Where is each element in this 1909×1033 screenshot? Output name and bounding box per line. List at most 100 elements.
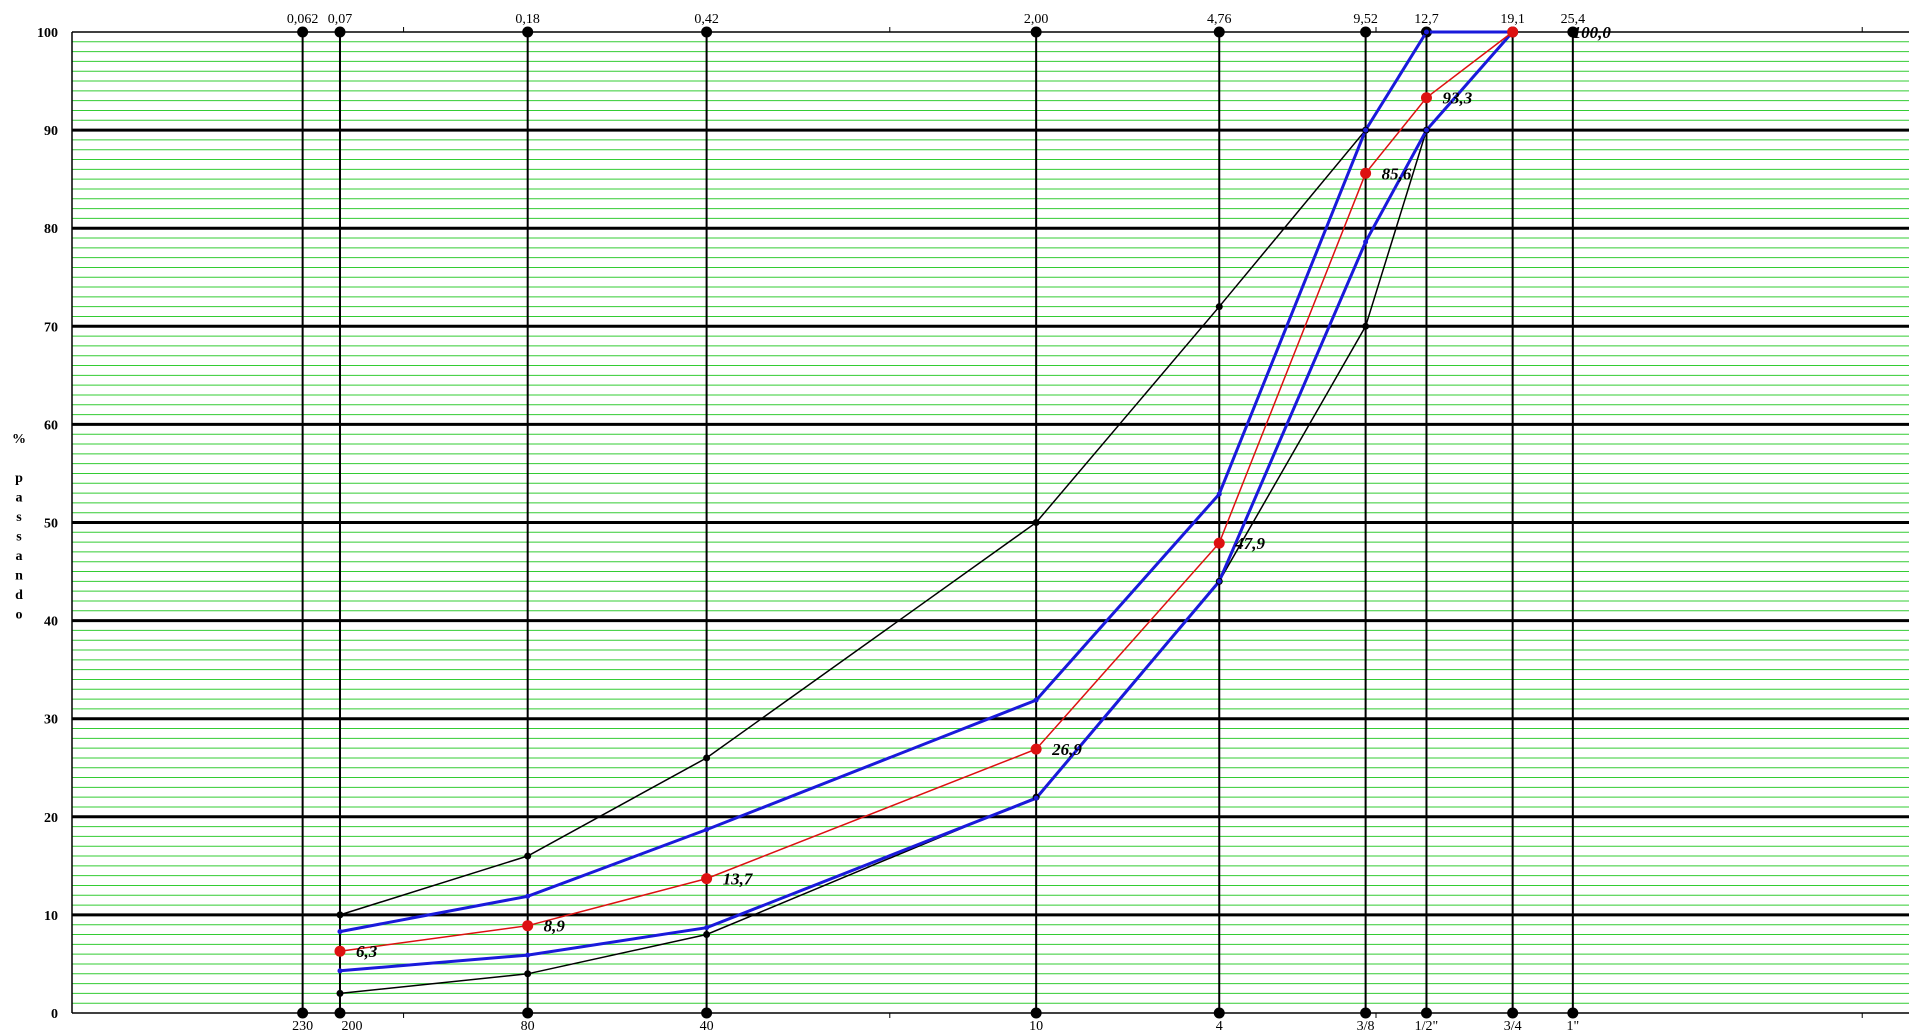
sieve-marker-top	[1213, 26, 1225, 38]
sieve-marker-bottom	[1213, 1007, 1225, 1019]
data-point-band-upper	[337, 929, 343, 935]
y-tick-label: 100	[37, 26, 58, 41]
x-tick-label-top: 4,76	[1207, 12, 1232, 27]
series-lines	[339, 30, 1514, 995]
y-axis-label-char: %	[12, 432, 26, 447]
x-tick-label-bottom: 10	[1029, 1019, 1043, 1033]
sieve-marker-top	[701, 26, 713, 38]
series-line-project	[339, 31, 1514, 952]
y-tick-label: 80	[44, 222, 58, 237]
x-tick-label-bottom: 4	[1216, 1019, 1223, 1033]
series-line-band-lower	[339, 31, 1514, 973]
x-tick-label-top: 12,7	[1414, 12, 1439, 27]
x-tick-label-top: 19,1	[1500, 12, 1525, 27]
y-axis-label-char: p	[15, 471, 23, 486]
y-axis-label-char: n	[15, 569, 23, 584]
sieve-marker-top	[1030, 26, 1042, 38]
data-point-project	[1507, 26, 1519, 38]
y-tick-labels: 0 10 20 30 40 50 60 70 80 90 100	[37, 26, 58, 1022]
data-point-band-lower	[1033, 795, 1039, 801]
data-point-band-lower	[337, 968, 343, 974]
sieve-marker-bottom	[1507, 1007, 1519, 1019]
y-axis-label-char: a	[16, 549, 23, 564]
sieve-marker-top	[1567, 26, 1579, 38]
data-label: 8,9	[544, 917, 566, 936]
data-point-band-lower	[1423, 127, 1429, 133]
data-point-band-upper	[704, 827, 710, 833]
data-point-spec-lower	[336, 989, 344, 997]
y-axis-label-char: d	[15, 588, 23, 603]
data-label: 85,6	[1382, 164, 1412, 183]
x-tick-label-bottom: 1/2"	[1415, 1019, 1439, 1033]
y-tick-label: 90	[44, 124, 58, 139]
data-point-project	[1420, 92, 1432, 104]
data-label: 47,9	[1234, 534, 1265, 553]
x-tick-label-top: 0,18	[515, 12, 540, 27]
y-tick-label: 70	[44, 320, 58, 335]
sieve-lines	[297, 26, 1579, 1019]
data-labels: 6,3 8,9 13,7 26,9 47,9 85,6 93,3 100,0	[356, 23, 1611, 961]
y-tick-label: 20	[44, 811, 58, 826]
y-tick-label: 60	[44, 418, 58, 433]
data-point-band-upper	[1033, 697, 1039, 703]
x-tick-label-top: 0,07	[328, 12, 353, 27]
y-tick-label: 40	[44, 615, 58, 630]
sieve-marker-bottom	[522, 1007, 534, 1019]
data-point-project	[334, 945, 346, 957]
x-tick-label-bottom: 200	[341, 1019, 362, 1033]
y-tick-label: 0	[51, 1007, 58, 1022]
x-tick-label-bottom: 3/4	[1504, 1019, 1522, 1033]
data-point-band-upper	[1423, 29, 1429, 35]
x-tick-label-top: 25,4	[1561, 12, 1586, 27]
data-point-spec-upper	[1215, 303, 1223, 311]
x-tick-label-bottom: 40	[700, 1019, 714, 1033]
series-points	[334, 26, 1519, 997]
data-point-band-upper	[525, 893, 531, 899]
sieve-marker-bottom	[1360, 1007, 1372, 1019]
data-label: 93,3	[1442, 89, 1472, 108]
x-tick-label-bottom: 80	[521, 1019, 535, 1033]
x-tick-labels: 0,062 230 0,07 200 0,18 80 0,42 40 2,00 10 4,76 4 9,…	[287, 12, 1585, 1033]
x-tick-label-bottom: 230	[292, 1019, 313, 1033]
minor-gridlines	[72, 41, 1909, 1004]
x-tick-label-bottom: 3/8	[1357, 1019, 1375, 1033]
x-tick-label-top: 9,52	[1353, 12, 1378, 27]
sieve-marker-bottom	[1420, 1007, 1432, 1019]
sieve-marker-top	[334, 26, 346, 38]
data-point-project	[1213, 537, 1225, 549]
x-minor-ticks	[403, 27, 1863, 1018]
y-axis-label-char	[17, 452, 21, 467]
data-point-project	[1360, 167, 1372, 179]
data-point-spec-upper	[336, 911, 344, 919]
data-point-band-lower	[704, 925, 710, 931]
y-tick-label: 30	[44, 713, 58, 728]
x-tick-label-top: 0,42	[694, 12, 719, 27]
x-tick-label-top: 0,062	[287, 12, 319, 27]
sieve-marker-top	[297, 26, 309, 38]
data-point-spec-upper	[703, 754, 711, 762]
x-tick-label-top: 2,00	[1024, 12, 1049, 27]
data-label: 6,3	[356, 942, 378, 961]
sieve-marker-top	[522, 26, 534, 38]
y-tick-label: 50	[44, 517, 58, 532]
data-label: 26,9	[1051, 740, 1082, 759]
data-label: 13,7	[723, 870, 754, 889]
data-point-band-upper	[1216, 491, 1222, 497]
data-point-band-lower	[525, 952, 531, 958]
y-axis-label-char: a	[16, 491, 23, 506]
sieve-marker-top	[1360, 26, 1372, 38]
sieve-marker-bottom	[334, 1007, 346, 1019]
data-point-spec-lower	[524, 970, 532, 978]
y-axis-label-char: s	[16, 530, 22, 545]
data-point-spec-lower	[703, 931, 711, 939]
data-label: 100,0	[1573, 23, 1612, 42]
data-point-band-lower	[1363, 239, 1369, 245]
data-point-project	[1030, 743, 1042, 755]
data-point-band-lower	[1216, 578, 1222, 584]
series-line-band-upper	[339, 30, 1513, 934]
data-point-project	[522, 920, 534, 932]
sieve-marker-bottom	[1030, 1007, 1042, 1019]
sieve-marker-bottom	[701, 1007, 713, 1019]
